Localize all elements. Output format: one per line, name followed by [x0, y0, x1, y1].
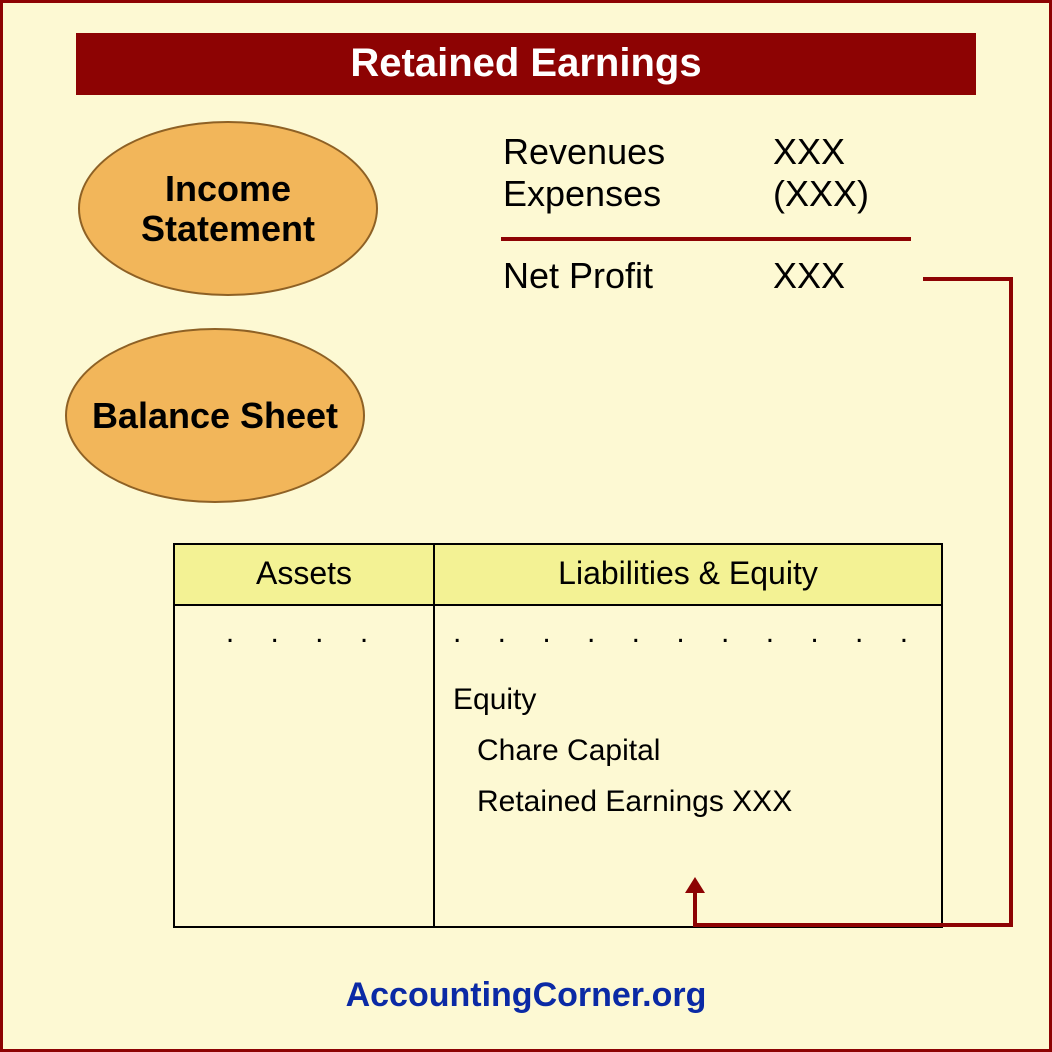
balance-sheet-oval: Balance Sheet: [65, 328, 365, 503]
income-underline: [501, 237, 911, 241]
retained-earnings-line: Retained Earnings XXX: [453, 776, 941, 827]
title-text: Retained Earnings: [350, 41, 701, 85]
net-profit-label: Net Profit: [503, 255, 773, 297]
footer-credit: AccountingCorner.org: [3, 976, 1049, 1015]
diagram-canvas: Retained Earnings Income Statement Balan…: [0, 0, 1052, 1052]
equity-heading: Equity: [453, 674, 941, 725]
assets-header: Assets: [175, 545, 435, 606]
assets-dots: . . . .: [226, 616, 382, 649]
liabilities-equity-header: Liabilities & Equity: [435, 545, 941, 606]
table-header-row: Assets Liabilities & Equity: [175, 545, 941, 606]
connector-segment: [1009, 277, 1013, 927]
revenues-value: XXX: [773, 131, 923, 173]
liabilities-dots: . . . . . . . . . . .: [453, 616, 922, 649]
income-statement-lines: Revenues XXX Expenses (XXX): [503, 131, 923, 215]
revenues-label: Revenues: [503, 131, 773, 173]
title-bar: Retained Earnings: [76, 33, 976, 95]
retained-earnings-label: Retained Earnings: [477, 785, 724, 818]
assets-cell: . . . .: [175, 606, 435, 926]
income-statement-label: Income Statement: [80, 169, 376, 248]
retained-earnings-value: XXX: [732, 785, 792, 818]
net-profit-value: XXX: [773, 255, 923, 297]
connector-segment: [693, 891, 697, 927]
income-statement-oval: Income Statement: [78, 121, 378, 296]
footer-text: AccountingCorner.org: [346, 976, 707, 1014]
expenses-value: (XXX): [773, 173, 923, 215]
connector-segment: [693, 923, 1013, 927]
connector-arrowhead-icon: [685, 877, 705, 893]
table-body: . . . . . . . . . . . . . . . Equity Cha…: [175, 606, 941, 926]
connector-segment: [923, 277, 1013, 281]
share-capital-line: Chare Capital: [453, 725, 941, 776]
balance-sheet-table: Assets Liabilities & Equity . . . . . . …: [173, 543, 943, 928]
expenses-label: Expenses: [503, 173, 773, 215]
net-profit-row: Net Profit XXX: [503, 255, 923, 297]
balance-sheet-label: Balance Sheet: [92, 396, 338, 436]
